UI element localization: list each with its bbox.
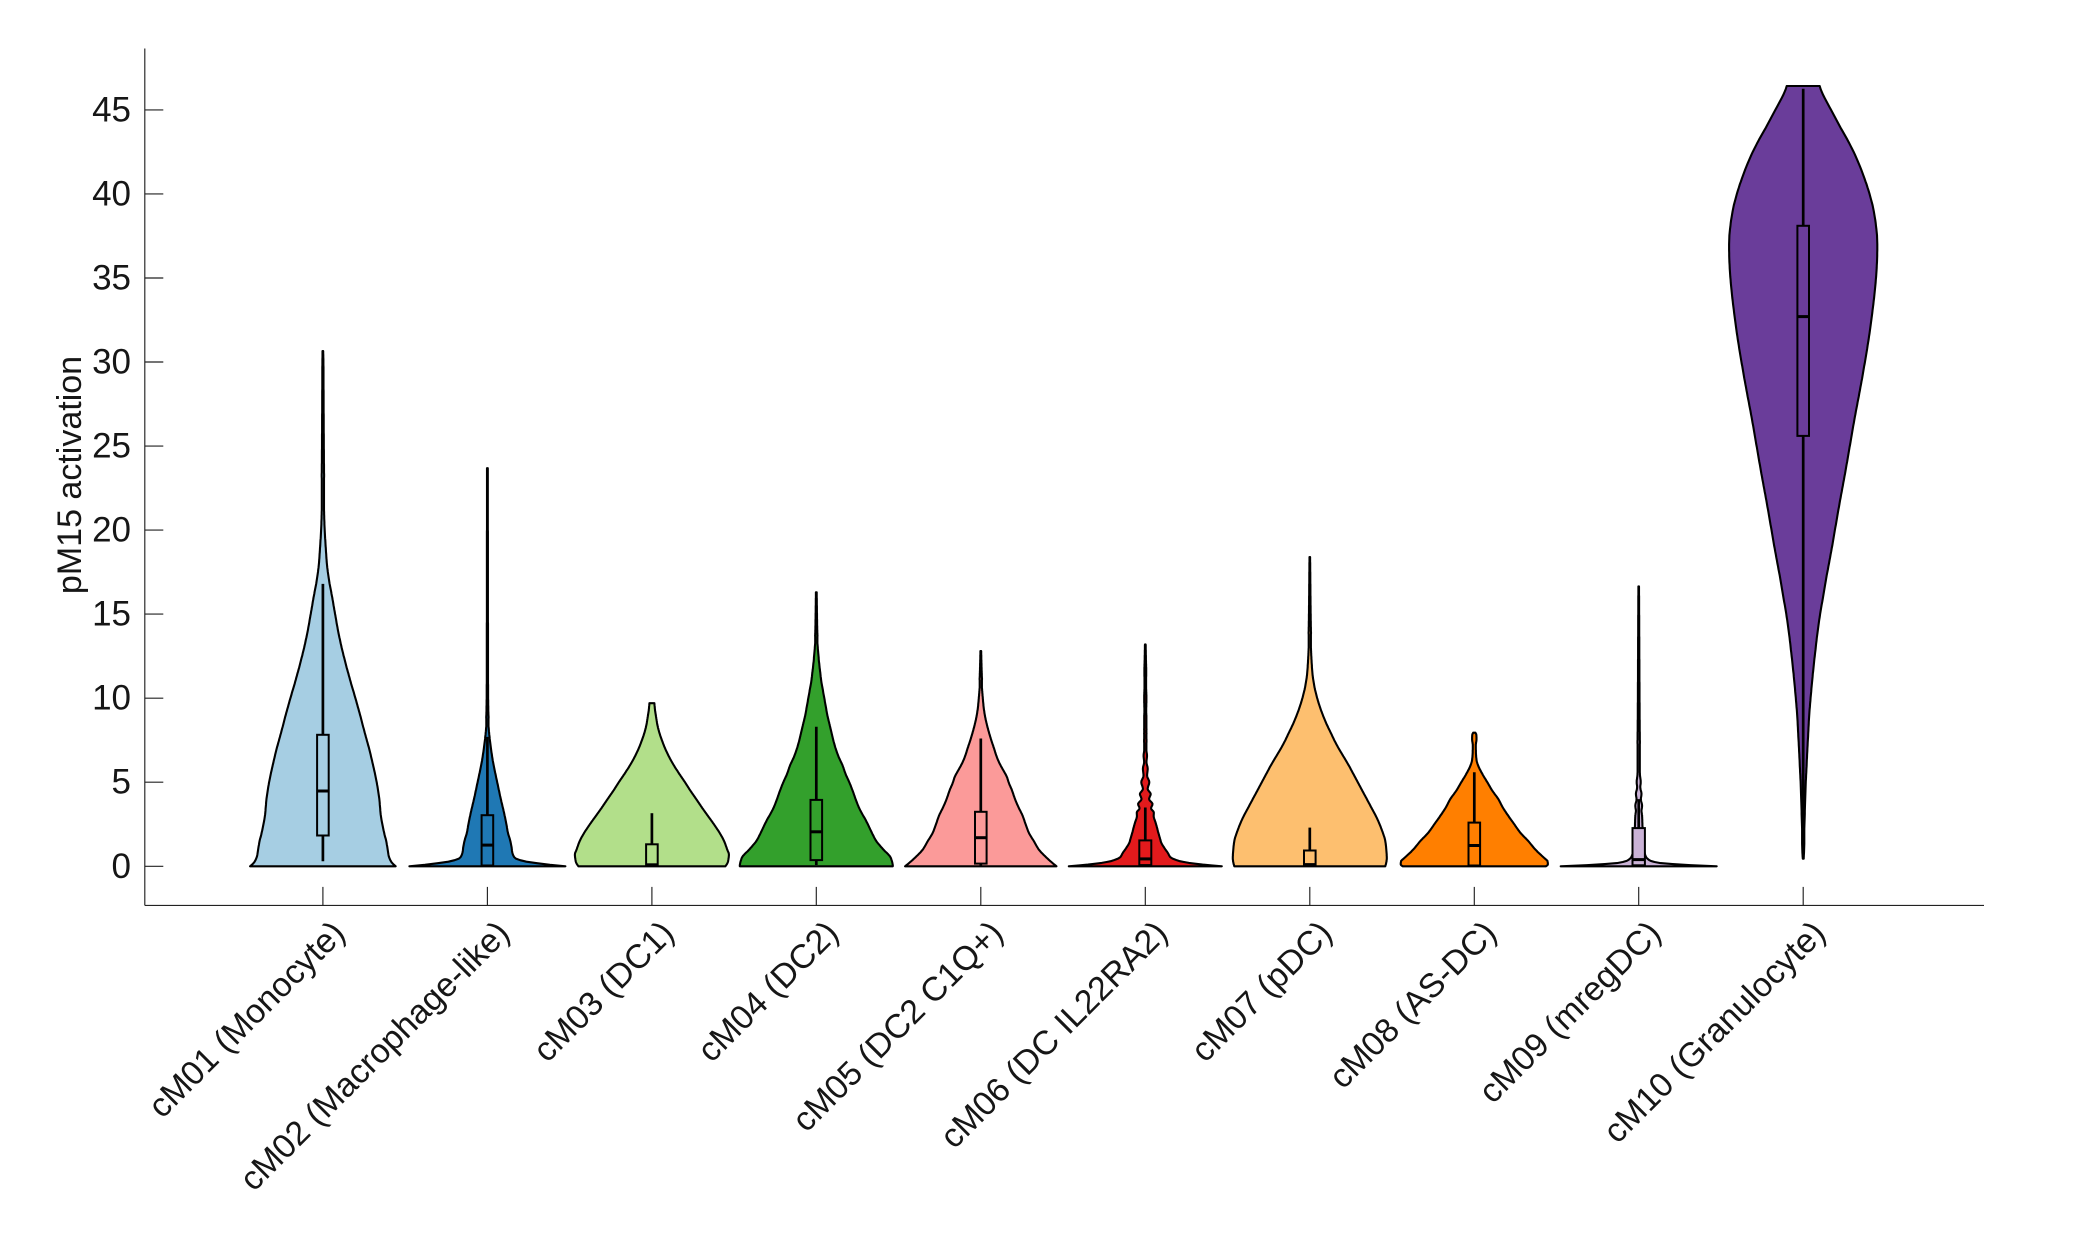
svg-text:30: 30 <box>92 343 131 382</box>
svg-text:45: 45 <box>92 90 131 129</box>
svg-text:0: 0 <box>112 847 131 886</box>
svg-text:pM15 activation: pM15 activation <box>51 356 89 594</box>
svg-text:40: 40 <box>92 174 131 213</box>
svg-text:25: 25 <box>92 427 131 466</box>
svg-text:15: 15 <box>92 595 131 634</box>
svg-text:5: 5 <box>112 763 131 802</box>
svg-text:10: 10 <box>92 679 131 718</box>
svg-text:35: 35 <box>92 259 131 298</box>
svg-text:20: 20 <box>92 511 131 550</box>
